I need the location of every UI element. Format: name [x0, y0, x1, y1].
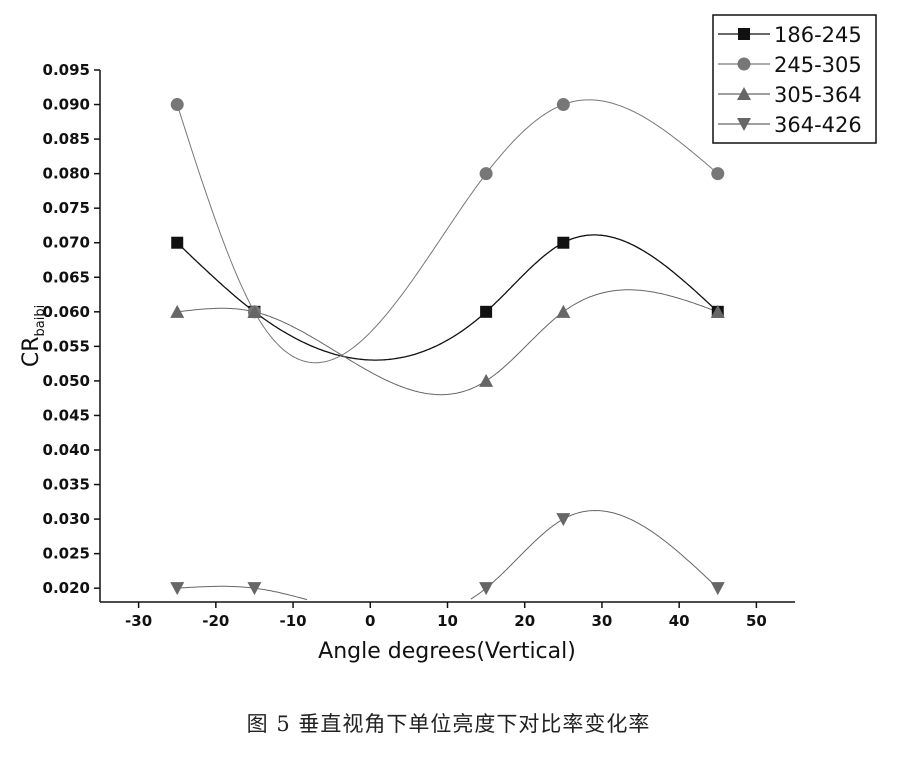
y-tick-label: 0.020	[43, 579, 90, 597]
x-tick-label: 0	[365, 612, 375, 630]
y-tick-label: 0.080	[43, 165, 90, 183]
legend-marker	[737, 118, 751, 131]
legend-marker	[737, 87, 751, 100]
x-axis-title: Angle degrees(Vertical)	[318, 639, 576, 664]
y-tick-label: 0.055	[43, 337, 90, 355]
data-point-triangle-up	[170, 304, 185, 318]
x-tick-label: 40	[669, 612, 690, 630]
y-tick-label: 0.075	[43, 199, 90, 217]
plot-lines	[176, 99, 719, 601]
plot-markers	[170, 98, 725, 596]
y-tick-label: 0.070	[43, 234, 90, 252]
y-tick-label: 0.045	[43, 406, 90, 424]
x-tick-label: 10	[437, 612, 458, 630]
data-point-circle	[711, 167, 725, 181]
y-axis-title-subscript: baibi	[33, 305, 48, 337]
legend-marker	[737, 57, 751, 71]
data-point-square	[171, 236, 184, 249]
legend: 186-245 245-305 305-364 364-426	[712, 14, 877, 144]
x-tick-label: -30	[125, 612, 152, 630]
data-point-circle	[479, 167, 493, 181]
data-point-triangle-up	[556, 304, 571, 318]
y-axis-title-main: CR	[19, 337, 44, 368]
data-point-triangle-down	[710, 582, 725, 596]
y-tick-label: 0.030	[43, 510, 90, 528]
legend-marker	[738, 28, 750, 40]
data-point-triangle-up	[710, 304, 725, 318]
data-point-triangle-down	[170, 582, 185, 596]
x-tick-label: 20	[514, 612, 535, 630]
x-tick-label: 30	[592, 612, 613, 630]
data-point-triangle-down	[247, 582, 262, 596]
x-axis-ticks: -30 -20 -10 0 10 20 30 40 50	[125, 602, 767, 630]
series-line-245-305	[176, 99, 719, 364]
series-line-364-426	[177, 509, 719, 601]
y-tick-label: 0.065	[43, 268, 90, 286]
x-tick-label: -20	[202, 612, 229, 630]
y-tick-label: 0.090	[43, 96, 90, 114]
data-point-triangle-up	[479, 373, 494, 387]
series-line-186-245	[176, 234, 719, 361]
data-point-circle	[170, 98, 184, 112]
series-line-305-364	[177, 289, 718, 396]
data-point-square	[557, 236, 570, 249]
y-tick-label: 0.035	[43, 476, 90, 494]
data-point-triangle-down	[556, 513, 571, 527]
y-tick-label: 0.060	[43, 303, 90, 321]
y-axis-title: CRbaibi	[19, 305, 48, 367]
data-point-triangle-up	[247, 304, 262, 318]
legend-label: 186-245	[774, 23, 862, 47]
y-axis-ticks: 0.020 0.025 0.030 0.035 0.040 0.045 0.050 0.055…	[43, 61, 100, 597]
legend-label: 245-305	[774, 53, 862, 77]
y-tick-label: 0.085	[43, 130, 90, 148]
x-tick-label: 50	[746, 612, 767, 630]
legend-label: 364-426	[774, 113, 862, 137]
legend-label: 305-364	[774, 83, 862, 107]
line-chart: 0.020 0.025 0.030 0.035 0.040 0.045 0.050 0.055…	[19, 14, 877, 664]
y-tick-label: 0.040	[43, 441, 90, 459]
y-tick-label: 0.095	[43, 61, 90, 79]
figure-caption: 图 5 垂直视角下单位亮度下对比率变化率	[246, 712, 651, 736]
data-point-square	[480, 305, 493, 318]
y-tick-label: 0.050	[43, 372, 90, 390]
x-tick-label: -10	[280, 612, 307, 630]
data-point-triangle-down	[479, 582, 494, 596]
y-tick-label: 0.025	[43, 545, 90, 563]
data-point-circle	[556, 98, 570, 112]
